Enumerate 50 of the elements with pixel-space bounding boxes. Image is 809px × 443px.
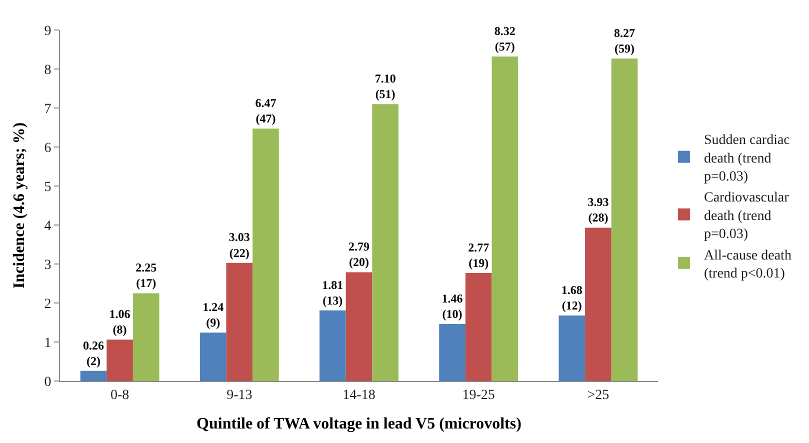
bar: [320, 310, 346, 381]
bar: [80, 370, 107, 381]
y-tick-label: 1: [44, 336, 52, 351]
data-label: 6.47 (47): [255, 96, 276, 126]
data-label: 2.79 (20): [348, 240, 370, 270]
data-label: 2.77 (19): [468, 240, 490, 270]
y-tick-label: 8: [44, 62, 52, 78]
x-tick-label: 0-8: [110, 388, 130, 403]
bar: [132, 293, 160, 381]
data-label: 1.06 (8): [109, 307, 130, 337]
bar: [465, 272, 492, 381]
bar: [611, 58, 638, 381]
legend-label: Sudden cardiac death (trend p=0.03): [704, 133, 790, 184]
y-axis-title: Incidence (4.6 years; %): [11, 122, 28, 289]
bar: [252, 128, 279, 381]
legend-label: Cardiovascular death (trend p=0.03): [704, 190, 790, 242]
y-tick-label: 4: [44, 218, 52, 234]
y-tick-label: 2: [44, 296, 52, 312]
x-axis-title: Quintile of TWA voltage in lead V5 (microvolts): [196, 416, 522, 432]
x-tick-label: 9-13: [226, 388, 252, 403]
y-tick-label: 7: [44, 102, 52, 117]
x-tick-label: 14-18: [342, 388, 376, 403]
data-label: 1.24 (9): [202, 300, 224, 330]
x-tick-label: 19-25: [462, 388, 495, 403]
data-label: 1.68 (12): [561, 282, 582, 312]
bar: [585, 228, 612, 381]
data-label: 0.26 (2): [82, 338, 104, 368]
y-tick-label: 9: [44, 24, 52, 39]
data-label: 1.81 (13): [322, 278, 344, 308]
bar: [346, 272, 372, 381]
data-label: 3.03 (22): [228, 230, 250, 260]
data-label: 1.46 (10): [442, 291, 463, 322]
y-tick-label: 5: [44, 180, 52, 195]
bar: [372, 104, 398, 381]
legend-label: All-cause death (trend p<0.01): [704, 248, 792, 282]
data-label: 8.27 (59): [614, 26, 636, 56]
y-tick-label: 6: [44, 140, 52, 156]
data-label: 3.93 (28): [588, 195, 609, 225]
bar: [439, 324, 466, 381]
data-label: 2.25 (17): [136, 260, 157, 290]
bar: [492, 56, 518, 381]
data-label: 7.10 (51): [374, 72, 396, 102]
y-tick-label: 3: [44, 258, 52, 273]
bar: [558, 315, 586, 381]
y-tick-label: 0: [44, 374, 52, 390]
x-tick-label: >25: [587, 388, 610, 403]
bar: [106, 340, 133, 381]
bar: [200, 332, 226, 381]
data-label: 8.32 (57): [494, 24, 516, 54]
bar: [226, 262, 253, 381]
